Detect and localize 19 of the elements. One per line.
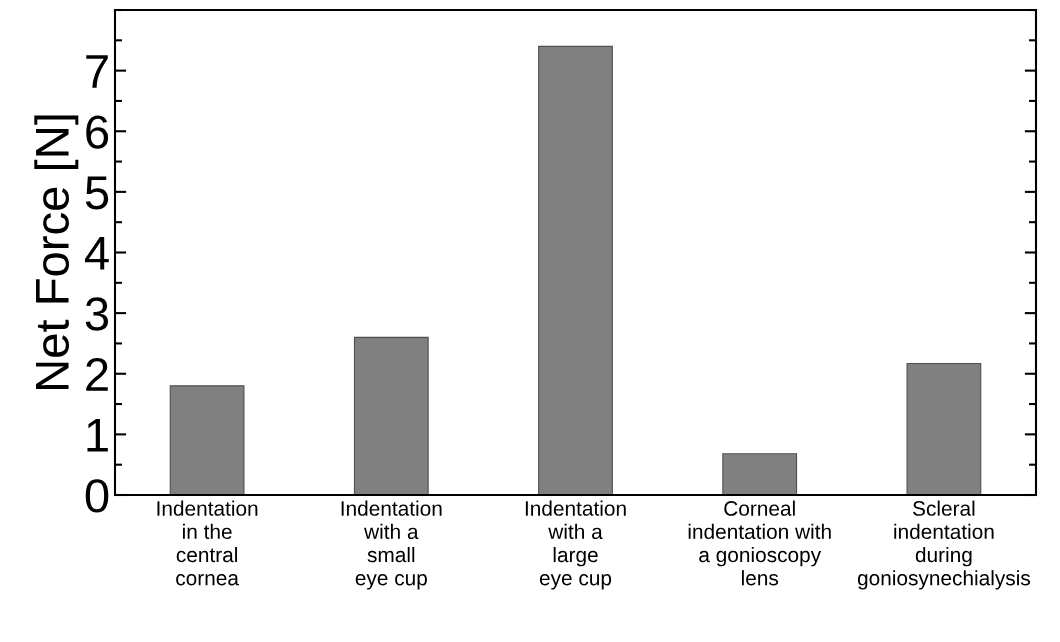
y-tick-label: 4 xyxy=(84,237,109,270)
y-tick-label: 7 xyxy=(86,55,108,88)
y-tick-label: 3 xyxy=(85,297,109,331)
bar xyxy=(722,453,798,495)
x-tick-label: Indentation with a large eye cup xyxy=(525,500,626,590)
bar xyxy=(169,385,245,495)
bar xyxy=(538,45,613,495)
y-axis-title: Net Force [N] xyxy=(34,115,79,390)
y-tick-label: 5 xyxy=(85,176,109,210)
y-tick-label: 6 xyxy=(86,115,109,149)
y-tick-label: 0 xyxy=(85,479,109,513)
bar xyxy=(906,362,982,495)
x-tick-label: Indentation in the central cornea xyxy=(157,500,258,586)
x-tick-label: Corneal indentation with a gonioscopy lens xyxy=(688,500,831,586)
y-tick-label: 2 xyxy=(86,357,108,391)
x-tick-label: Indentation with a small eye cup xyxy=(341,500,442,590)
x-tick-label: Scleral indentation during goniosynechialysis xyxy=(857,500,1031,590)
y-tick-label: 1 xyxy=(87,419,108,452)
bar xyxy=(353,336,429,495)
